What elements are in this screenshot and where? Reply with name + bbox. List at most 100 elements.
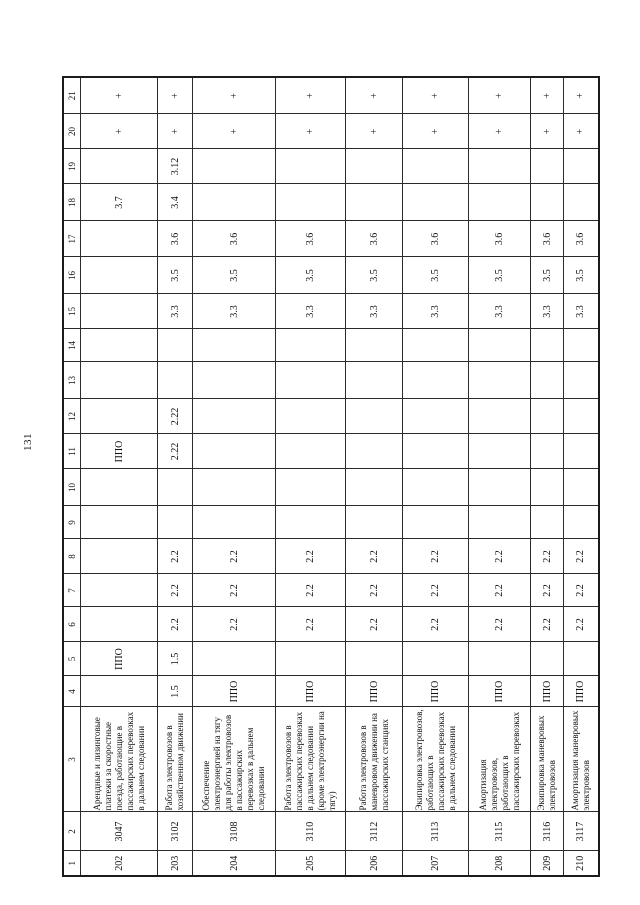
value-cell (468, 362, 531, 399)
value-cell: 3.5 (468, 257, 531, 294)
value-cell (468, 469, 531, 506)
value-cell: 205 (275, 851, 346, 876)
value-cell (275, 184, 346, 221)
value-cell: ППО (192, 676, 276, 707)
value-cell: + (157, 114, 193, 149)
expenses-table: 1 2 3 4 5 6 7 8 9 10 11 12 13 14 15 16 17 18 19 20 21 202 304… (62, 76, 600, 877)
value-cell: 3.6 (402, 221, 469, 257)
value-cell (192, 469, 276, 506)
value-cell (80, 329, 158, 362)
value-cell (80, 469, 158, 506)
value-cell: 3.5 (530, 257, 564, 294)
value-cell (345, 329, 403, 362)
value-cell: ППО (530, 676, 564, 707)
column-number-header: 11 (63, 434, 81, 469)
value-cell: 2.2 (345, 539, 403, 574)
value-cell (80, 539, 158, 574)
value-cell: 2.2 (530, 607, 564, 642)
value-cell: 3.5 (192, 257, 276, 294)
value-cell (563, 329, 599, 362)
value-cell (192, 399, 276, 434)
value-cell: 3.3 (563, 294, 599, 329)
table-body: 202 3047 Арендные и лизинговые платежи за … (80, 77, 599, 876)
column-number-header: 16 (63, 257, 81, 294)
column-number-header: 19 (63, 149, 81, 184)
value-cell: 203 (157, 851, 193, 876)
column-number-header: 2 (63, 812, 81, 851)
value-cell: 3.6 (563, 221, 599, 257)
value-cell: + (468, 114, 531, 149)
value-cell (402, 469, 469, 506)
description-cell: Экипировка электровозов, работающих в па… (402, 707, 469, 812)
table-header-row: 1 2 3 4 5 6 7 8 9 10 11 12 13 14 15 16 17 18 19 20 21 (63, 77, 81, 876)
value-cell (530, 329, 564, 362)
table-row: 207 3113 Экипировка электровозов, работающ… (402, 77, 469, 876)
value-cell (80, 607, 158, 642)
value-cell: 3116 (530, 812, 564, 851)
value-cell: 208 (468, 851, 531, 876)
value-cell: 3.6 (192, 221, 276, 257)
value-cell (563, 399, 599, 434)
value-cell: 2.2 (345, 607, 403, 642)
value-cell (563, 642, 599, 676)
column-number-header: 20 (63, 114, 81, 149)
value-cell (563, 362, 599, 399)
rotated-table-inner: 1 2 3 4 5 6 7 8 9 10 11 12 13 14 15 16 17 18 19 20 21 202 304… (62, 76, 600, 877)
value-cell (345, 399, 403, 434)
value-cell: 3.3 (275, 294, 346, 329)
value-cell (563, 149, 599, 184)
value-cell: 3.3 (468, 294, 531, 329)
page-number: 131 (22, 433, 34, 451)
value-cell: 2.2 (563, 574, 599, 607)
value-cell (157, 329, 193, 362)
value-cell: 2.2 (157, 607, 193, 642)
value-cell: + (275, 114, 346, 149)
column-number-header: 8 (63, 539, 81, 574)
value-cell: 3.5 (157, 257, 193, 294)
value-cell: 2.22 (157, 434, 193, 469)
value-cell: 3.3 (157, 294, 193, 329)
table-row: 210 3117 Амортизация маневровых электровоз… (563, 77, 599, 876)
value-cell (80, 294, 158, 329)
column-number-header: 10 (63, 469, 81, 506)
value-cell (530, 399, 564, 434)
value-cell (80, 257, 158, 294)
value-cell: 3.6 (468, 221, 531, 257)
value-cell (530, 362, 564, 399)
value-cell: 3.7 (80, 184, 158, 221)
value-cell: 3115 (468, 812, 531, 851)
value-cell (402, 184, 469, 221)
value-cell (80, 676, 158, 707)
value-cell (275, 469, 346, 506)
value-cell (192, 184, 276, 221)
value-cell (80, 399, 158, 434)
column-number-header: 15 (63, 294, 81, 329)
value-cell: 2.2 (275, 574, 346, 607)
value-cell (192, 434, 276, 469)
value-cell: + (563, 114, 599, 149)
value-cell (275, 434, 346, 469)
value-cell: 2.2 (563, 607, 599, 642)
value-cell: + (402, 114, 469, 149)
value-cell: 209 (530, 851, 564, 876)
value-cell: 206 (345, 851, 403, 876)
value-cell (80, 506, 158, 539)
value-cell (402, 506, 469, 539)
value-cell (275, 642, 346, 676)
value-cell: 3.12 (157, 149, 193, 184)
value-cell: + (530, 77, 564, 114)
value-cell: 3113 (402, 812, 469, 851)
column-number-header: 7 (63, 574, 81, 607)
value-cell: + (345, 114, 403, 149)
value-cell (192, 149, 276, 184)
value-cell: + (345, 77, 403, 114)
value-cell: 2.2 (275, 539, 346, 574)
column-number-header: 12 (63, 399, 81, 434)
table-row: 202 3047 Арендные и лизинговые платежи за … (80, 77, 158, 876)
value-cell: 3.6 (157, 221, 193, 257)
value-cell: ППО (80, 434, 158, 469)
value-cell (530, 149, 564, 184)
description-cell: Амортизация маневровых электровозов (563, 707, 599, 812)
value-cell: 2.2 (157, 574, 193, 607)
value-cell: 3.5 (402, 257, 469, 294)
